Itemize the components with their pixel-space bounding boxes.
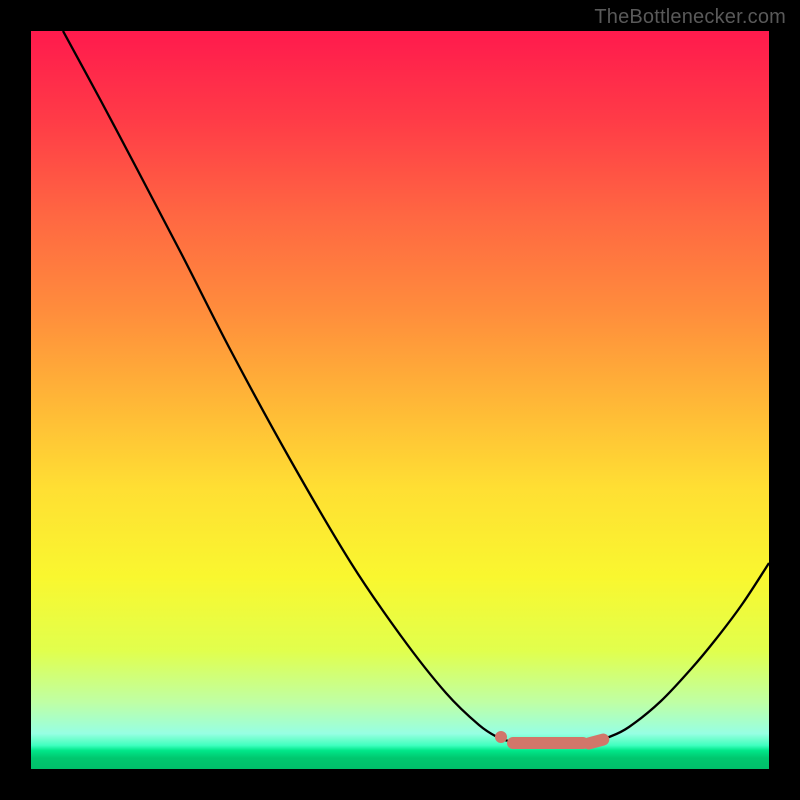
gradient-background bbox=[31, 31, 769, 769]
chart-outer-frame: TheBottlenecker.com bbox=[0, 0, 800, 800]
watermark-text: TheBottlenecker.com bbox=[594, 6, 786, 29]
plot-rect bbox=[31, 31, 769, 769]
highlight-dot bbox=[495, 731, 507, 743]
highlight-segment-1 bbox=[507, 737, 589, 749]
